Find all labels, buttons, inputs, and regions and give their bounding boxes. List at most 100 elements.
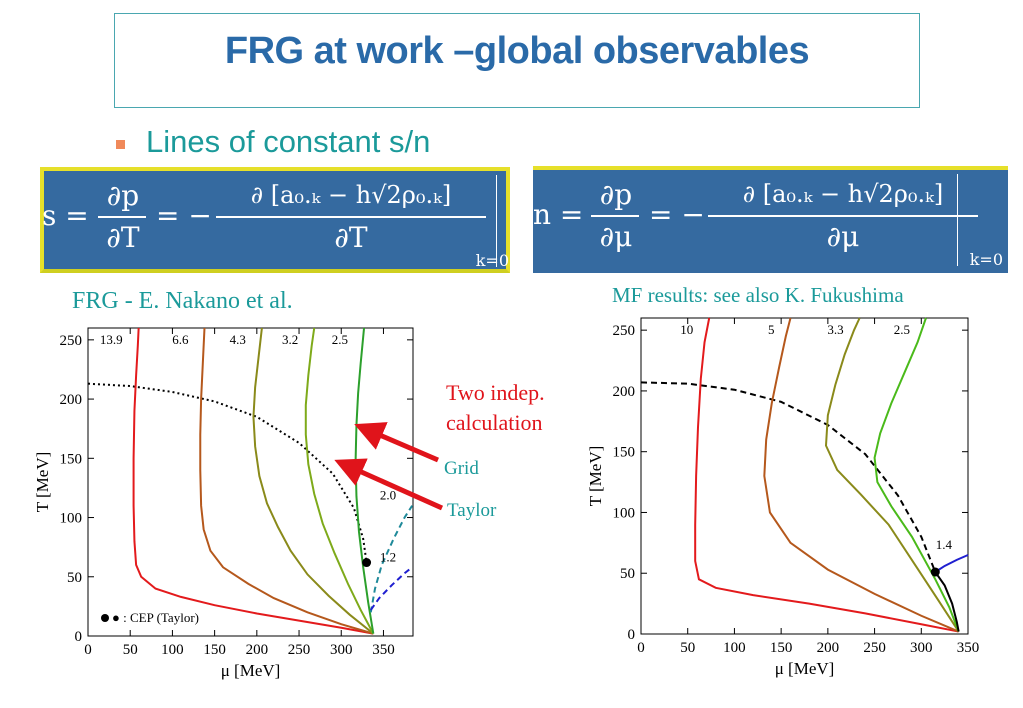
series-label-layer: 13.9 6.6 4.3 3.2 2.5 2.0 1.2 [100, 332, 396, 564]
formula-n-lhs: n = [533, 198, 584, 231]
formula-s-eq2: = − [156, 199, 212, 232]
mf-chart: 0 50 100 150 200 250 300 350 0 50 100 150 200 250 10 5… [586, 317, 980, 678]
y-tick-label: 50 [620, 566, 635, 582]
bullet-marker [116, 140, 125, 149]
taylor-label: Taylor [447, 500, 497, 521]
y-tick-label: 250 [60, 333, 83, 349]
tick-layer: 0 50 100 150 200 250 300 350 0 50 100 150 200 250 [60, 328, 413, 658]
y-tick-label: 100 [60, 511, 83, 527]
formula-s-fracline1 [98, 216, 146, 218]
arrow-grid [354, 422, 439, 463]
formula-n-evalbar [957, 174, 958, 266]
formula-n-sub: k=0 [969, 250, 1003, 269]
x-tick-label: 300 [330, 642, 353, 658]
x-tick-label: 150 [770, 640, 793, 656]
series-label: 5 [768, 322, 775, 337]
cep-marker [362, 558, 372, 568]
series-label: 1.4 [936, 537, 953, 552]
formula-n-box: n = ∂p ∂μ = − ∂ [a₀.ₖ − h√2ρ₀.ₖ] ∂μ k=0 [533, 166, 1008, 273]
x-tick-label: 50 [123, 642, 138, 658]
y-tick-label: 250 [613, 323, 636, 339]
formula-s-sub: k=0 [475, 251, 509, 270]
formula-n-fracline1 [591, 215, 639, 217]
series-label: 4.3 [230, 332, 246, 347]
series-line-3.2 [304, 327, 375, 635]
series-label-layer: 10 5 3.3 2.5 1.4 [680, 322, 952, 552]
legend-text: ● : CEP (Taylor) [112, 610, 199, 625]
series-label: 10 [680, 322, 693, 337]
x-axis-label: μ [MeV] [775, 659, 835, 678]
series-label: 2.5 [894, 322, 910, 337]
y-axis-label: T [MeV] [33, 452, 52, 513]
y-tick-label: 150 [60, 451, 83, 467]
y-tick-label: 150 [613, 445, 636, 461]
formula-s-num2: ∂ [a₀.ₖ − h√2ρ₀.ₖ] [250, 181, 452, 209]
y-axis-label: T [MeV] [586, 446, 605, 507]
plot-frame [640, 317, 969, 635]
annotation-arrows [334, 422, 444, 511]
series-label: 6.6 [172, 332, 189, 347]
annotation-line-1: Two indep. [446, 380, 545, 405]
x-axis-label: μ [MeV] [221, 661, 281, 680]
formula-n-num2: ∂ [a₀.ₖ − h√2ρ₀.ₖ] [742, 180, 944, 208]
legend-dot [101, 614, 109, 622]
series-line-10 [694, 317, 959, 633]
series-line-boundary [934, 571, 960, 632]
series-line-1.2 [369, 566, 413, 611]
series-label: 3.3 [827, 322, 843, 337]
series-label: 1.2 [380, 549, 396, 564]
x-tick-label: 0 [84, 642, 92, 658]
y-tick-label: 0 [75, 629, 83, 645]
y-tick-label: 200 [60, 392, 83, 408]
series-layer [640, 317, 969, 633]
x-tick-label: 300 [910, 640, 933, 656]
formula-s-num1: ∂p [106, 179, 140, 212]
series-label: 3.2 [282, 332, 298, 347]
formula-s-den1: ∂T [106, 221, 140, 254]
series-line-5 [763, 317, 960, 633]
left-plot-caption: FRG - E. Nakano et al. [72, 288, 293, 314]
x-tick-label: 150 [203, 642, 226, 658]
x-tick-label: 350 [372, 642, 395, 658]
x-tick-label: 0 [637, 640, 645, 656]
series-line-2.0 [369, 505, 413, 613]
formula-n-num1: ∂p [599, 178, 633, 211]
formula-n-den2: ∂μ [826, 220, 860, 253]
formula-s-den2: ∂T [334, 221, 368, 254]
grid-label: Grid [444, 458, 479, 479]
series-label: 13.9 [100, 332, 123, 347]
formula-s-evalbar [496, 175, 497, 267]
bullet-text: Lines of constant s/n [146, 124, 431, 159]
formula-s-fracline2 [216, 216, 486, 218]
annotation-two-calculations: Two indep. calculation [446, 378, 545, 438]
series-line-2.5 [873, 317, 960, 632]
x-tick-label: 100 [161, 642, 184, 658]
tick-layer: 0 50 100 150 200 250 300 350 0 50 100 150 200 250 [613, 318, 980, 656]
x-tick-label: 350 [957, 640, 980, 656]
x-tick-label: 250 [288, 642, 311, 658]
annotation-line-2: calculation [446, 410, 543, 435]
series-line-6.6 [199, 327, 374, 635]
right-plot-caption: MF results: see also K. Fukushima [612, 283, 904, 307]
y-tick-label: 200 [613, 384, 636, 400]
series-label: 2.5 [332, 332, 348, 347]
cep-marker [930, 567, 940, 577]
series-line-3.3 [824, 317, 960, 633]
formula-n-fracline2 [708, 215, 978, 217]
formula-s-lhs: s = [42, 199, 89, 232]
x-tick-label: 100 [723, 640, 746, 656]
x-tick-label: 50 [680, 640, 695, 656]
series-line-4.3 [252, 327, 374, 635]
y-tick-label: 50 [67, 570, 82, 586]
x-tick-label: 200 [246, 642, 269, 658]
y-tick-label: 100 [613, 505, 636, 521]
series-label: 2.0 [380, 488, 396, 503]
formula-s-box: s = ∂p ∂T = − ∂ [a₀.ₖ − h√2ρ₀.ₖ] ∂T k=0 [40, 167, 510, 273]
title-box [114, 13, 920, 108]
y-tick-label: 0 [628, 627, 636, 643]
x-tick-label: 250 [863, 640, 886, 656]
slide-title: FRG at work –global observables [224, 30, 810, 72]
formula-n-eq2: = − [649, 198, 705, 231]
series-line-13.9 [132, 327, 374, 635]
formula-n-den1: ∂μ [599, 220, 633, 253]
